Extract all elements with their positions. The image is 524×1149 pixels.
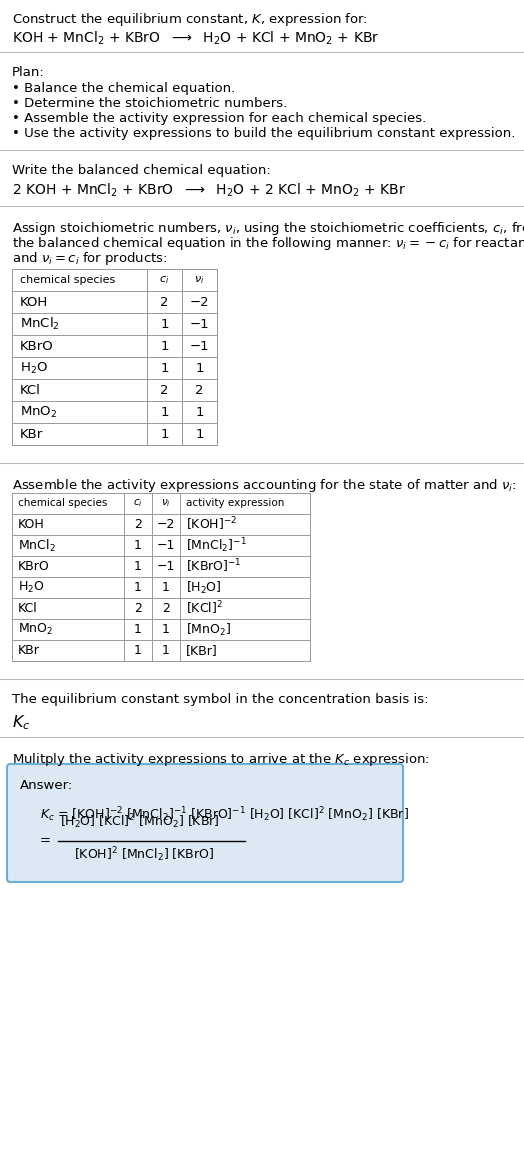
- Text: −1: −1: [157, 560, 175, 573]
- Text: the balanced chemical equation in the following manner: $\nu_i = -c_i$ for react: the balanced chemical equation in the fo…: [12, 236, 524, 252]
- Text: KCl: KCl: [20, 384, 41, 396]
- Text: MnO$_2$: MnO$_2$: [18, 622, 53, 637]
- Text: 1: 1: [134, 643, 142, 657]
- Text: =: =: [40, 834, 51, 848]
- Text: • Determine the stoichiometric numbers.: • Determine the stoichiometric numbers.: [12, 97, 287, 110]
- Text: 1: 1: [160, 317, 169, 331]
- Text: [KBr]: [KBr]: [186, 643, 218, 657]
- Text: $\nu_i$: $\nu_i$: [161, 498, 171, 509]
- Text: MnCl$_2$: MnCl$_2$: [20, 316, 60, 332]
- Text: −2: −2: [157, 518, 175, 531]
- Text: 1: 1: [160, 406, 169, 418]
- Text: −1: −1: [190, 317, 209, 331]
- Text: activity expression: activity expression: [186, 499, 285, 509]
- Text: KBr: KBr: [18, 643, 40, 657]
- Text: 1: 1: [195, 406, 204, 418]
- Text: 2: 2: [160, 384, 169, 396]
- Text: [MnCl$_2$]$^{-1}$: [MnCl$_2$]$^{-1}$: [186, 537, 247, 555]
- Text: 1: 1: [134, 560, 142, 573]
- Text: 1: 1: [195, 362, 204, 375]
- Text: $\nu_i$: $\nu_i$: [194, 275, 205, 286]
- Text: H$_2$O: H$_2$O: [18, 580, 45, 595]
- Text: 1: 1: [160, 427, 169, 440]
- Text: [H$_2$O]: [H$_2$O]: [186, 579, 222, 595]
- Text: 2: 2: [195, 384, 204, 396]
- Text: Mulitply the activity expressions to arrive at the $K_c$ expression:: Mulitply the activity expressions to arr…: [12, 751, 430, 768]
- Text: 1: 1: [134, 581, 142, 594]
- Text: Assemble the activity expressions accounting for the state of matter and $\nu_i$: Assemble the activity expressions accoun…: [12, 477, 517, 494]
- Text: KCl: KCl: [18, 602, 38, 615]
- Text: 2: 2: [162, 602, 170, 615]
- Text: KOH + MnCl$_2$ + KBrO  $\longrightarrow$  H$_2$O + KCl + MnO$_2$ + KBr: KOH + MnCl$_2$ + KBrO $\longrightarrow$ …: [12, 30, 379, 47]
- Text: KOH: KOH: [20, 295, 48, 308]
- Text: $c_i$: $c_i$: [159, 275, 170, 286]
- Text: KBr: KBr: [20, 427, 43, 440]
- Text: [H$_2$O] [KCl]$^2$ [MnO$_2$] [KBr]: [H$_2$O] [KCl]$^2$ [MnO$_2$] [KBr]: [60, 812, 220, 831]
- Text: and $\nu_i = c_i$ for products:: and $\nu_i = c_i$ for products:: [12, 250, 168, 267]
- Text: $K_c$ = [KOH]$^{-2}$ [MnCl$_2$]$^{-1}$ [KBrO]$^{-1}$ [H$_2$O] [KCl]$^2$ [MnO$_2$: $K_c$ = [KOH]$^{-2}$ [MnCl$_2$]$^{-1}$ […: [40, 805, 409, 824]
- Text: The equilibrium constant symbol in the concentration basis is:: The equilibrium constant symbol in the c…: [12, 693, 429, 705]
- Text: Write the balanced chemical equation:: Write the balanced chemical equation:: [12, 164, 271, 177]
- Text: MnO$_2$: MnO$_2$: [20, 404, 57, 419]
- Text: 1: 1: [134, 623, 142, 637]
- Text: [KOH]$^{-2}$: [KOH]$^{-2}$: [186, 516, 237, 533]
- Text: Construct the equilibrium constant, $K$, expression for:: Construct the equilibrium constant, $K$,…: [12, 11, 368, 28]
- Text: KBrO: KBrO: [18, 560, 50, 573]
- Text: • Use the activity expressions to build the equilibrium constant expression.: • Use the activity expressions to build …: [12, 128, 516, 140]
- Text: [KBrO]$^{-1}$: [KBrO]$^{-1}$: [186, 557, 242, 576]
- Text: [KOH]$^2$ [MnCl$_2$] [KBrO]: [KOH]$^2$ [MnCl$_2$] [KBrO]: [74, 845, 214, 864]
- Text: Answer:: Answer:: [20, 779, 73, 792]
- Text: [MnO$_2$]: [MnO$_2$]: [186, 622, 231, 638]
- Text: 1: 1: [160, 339, 169, 353]
- Text: • Assemble the activity expression for each chemical species.: • Assemble the activity expression for e…: [12, 111, 426, 125]
- Text: −1: −1: [190, 339, 209, 353]
- FancyBboxPatch shape: [7, 764, 403, 882]
- Text: chemical species: chemical species: [20, 275, 115, 285]
- Text: $K_c$: $K_c$: [12, 714, 30, 732]
- Text: Assign stoichiometric numbers, $\nu_i$, using the stoichiometric coefficients, $: Assign stoichiometric numbers, $\nu_i$, …: [12, 219, 524, 237]
- Text: 1: 1: [162, 623, 170, 637]
- Text: KBrO: KBrO: [20, 339, 54, 353]
- Text: H$_2$O: H$_2$O: [20, 361, 48, 376]
- Text: • Balance the chemical equation.: • Balance the chemical equation.: [12, 82, 235, 95]
- Text: 1: 1: [160, 362, 169, 375]
- Text: chemical species: chemical species: [18, 499, 107, 509]
- Text: 2: 2: [134, 518, 142, 531]
- Text: 1: 1: [162, 581, 170, 594]
- Text: 2 KOH + MnCl$_2$ + KBrO  $\longrightarrow$  H$_2$O + 2 KCl + MnO$_2$ + KBr: 2 KOH + MnCl$_2$ + KBrO $\longrightarrow…: [12, 182, 406, 200]
- Text: 1: 1: [195, 427, 204, 440]
- Text: Plan:: Plan:: [12, 65, 45, 79]
- Text: [KCl]$^2$: [KCl]$^2$: [186, 600, 223, 617]
- Text: −1: −1: [157, 539, 175, 552]
- Text: $c_i$: $c_i$: [133, 498, 143, 509]
- Text: KOH: KOH: [18, 518, 45, 531]
- Text: 1: 1: [162, 643, 170, 657]
- Text: 1: 1: [134, 539, 142, 552]
- Text: MnCl$_2$: MnCl$_2$: [18, 538, 56, 554]
- Text: 2: 2: [134, 602, 142, 615]
- Text: 2: 2: [160, 295, 169, 308]
- Text: −2: −2: [190, 295, 209, 308]
